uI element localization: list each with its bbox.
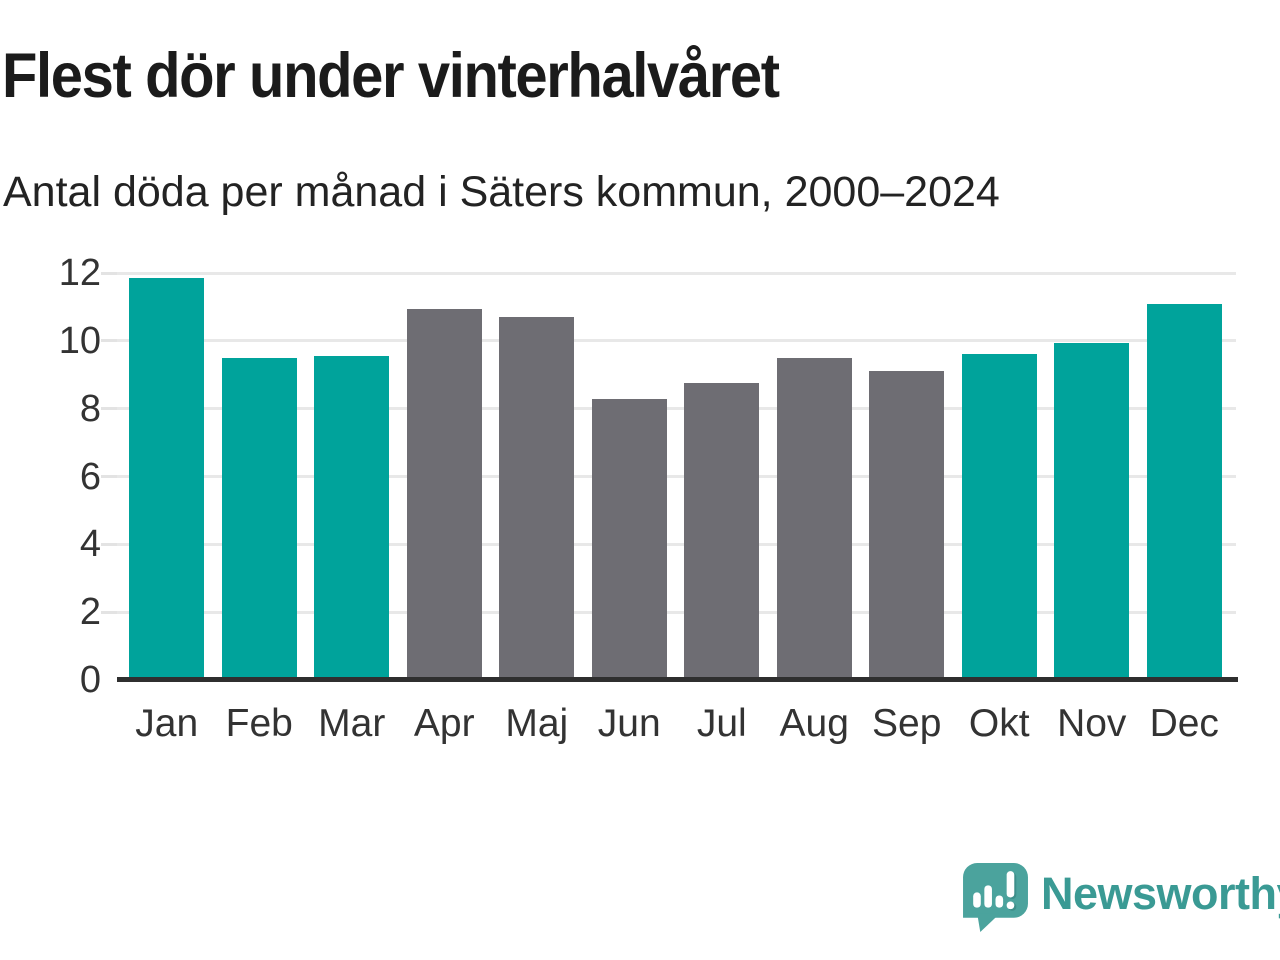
y-axis-label-8: 8 (79, 387, 101, 430)
x-axis-label-feb: Feb (225, 702, 293, 745)
chart-subtitle: Antal döda per månad i Säters kommun, 20… (3, 168, 1000, 216)
bar-dec (1146, 303, 1222, 680)
y-tick-8 (101, 407, 117, 411)
gridline-2 (117, 610, 1236, 614)
chart-title: Flest dör under vinterhalvåret (2, 41, 780, 111)
brand-name: Newsworthy (1041, 867, 1280, 919)
y-axis-label-2: 2 (79, 591, 101, 634)
y-tick-2 (101, 610, 117, 614)
bar-mar (314, 356, 389, 680)
gridline-8 (117, 407, 1236, 411)
newsworthy-logo-icon (963, 863, 1028, 932)
y-tick-10 (101, 339, 117, 343)
y-tick-4 (101, 542, 117, 546)
bar-jun (591, 398, 667, 680)
gridline-4 (117, 542, 1236, 546)
x-axis-label-mar: Mar (318, 702, 386, 745)
bar-chart-plot-area: 0 2 4 6 8 10 12 Jan Feb Mar Apr Maj Jun Jul Aug Sep Okt N… (59, 254, 1238, 745)
bar-apr (406, 308, 482, 680)
bar-jan (129, 278, 204, 680)
x-axis-label-jun: Jun (597, 702, 661, 745)
gridline-6 (117, 475, 1236, 478)
x-axis-label-sep: Sep (872, 702, 942, 745)
gridline-12 (117, 271, 1236, 275)
x-axis-label-jul: Jul (696, 702, 747, 745)
bar-sep (869, 371, 944, 680)
y-axis-label-10: 10 (58, 319, 101, 362)
x-axis-label-dec: Dec (1149, 702, 1219, 745)
bar-aug (776, 357, 852, 680)
x-axis-label-aug: Aug (779, 702, 849, 745)
y-tick-6 (101, 475, 117, 478)
bar-okt (961, 354, 1037, 680)
bar-jul (684, 383, 759, 680)
y-axis-label-12: 12 (58, 252, 101, 294)
newsworthy-brand: Newsworthy (963, 863, 1280, 932)
x-axis-label-nov: Nov (1057, 702, 1127, 745)
bar-nov (1054, 342, 1129, 680)
y-axis-label-4: 4 (79, 523, 101, 566)
bar-maj (499, 317, 574, 680)
x-axis-label-maj: Maj (505, 702, 569, 745)
x-axis-label-apr: Apr (413, 702, 475, 745)
x-axis-line (117, 677, 1238, 682)
bar-feb (221, 357, 297, 680)
y-axis-label-0: 0 (79, 659, 101, 701)
y-axis-label-6: 6 (79, 455, 101, 498)
x-axis-label-okt: Okt (968, 702, 1030, 745)
x-axis-label-jan: Jan (135, 702, 199, 745)
y-tick-12 (101, 271, 117, 275)
gridline-10 (117, 339, 1236, 343)
